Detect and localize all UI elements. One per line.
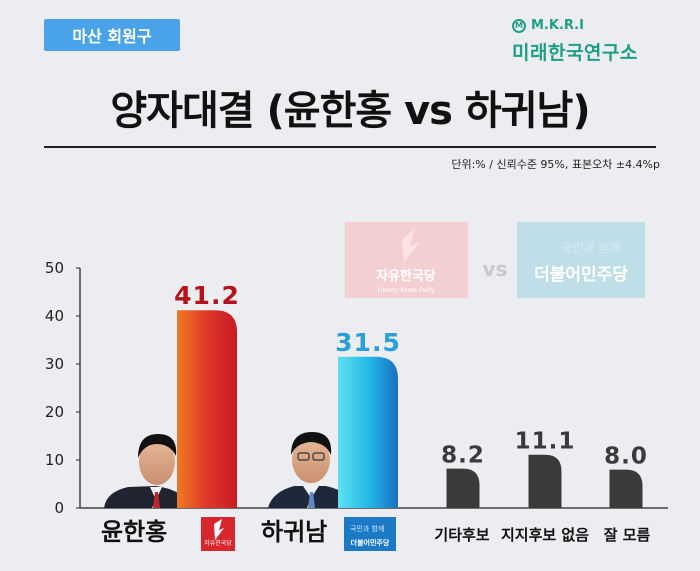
party1-badge-text: 자유한국당 bbox=[204, 539, 232, 547]
title-divider bbox=[44, 146, 656, 148]
party1-logo: 자유한국당 Liberty Korea Party bbox=[345, 222, 468, 298]
party2-logo-bg bbox=[517, 222, 645, 298]
party1-logo-bg bbox=[345, 222, 468, 298]
candidate1-tie bbox=[153, 492, 160, 508]
category-label-5: 잘 모름 bbox=[604, 526, 651, 544]
category-label-4: 지지후보 없음 bbox=[501, 526, 589, 544]
logo-abbr: M.K.R.I bbox=[531, 18, 584, 33]
y-tick-label: 20 bbox=[45, 403, 64, 421]
candidate1-face bbox=[139, 439, 175, 485]
page-title: 양자대결 (윤한홍 vs 하귀남) bbox=[110, 88, 590, 134]
y-tick-label: 30 bbox=[45, 355, 64, 373]
y-tick-label: 50 bbox=[45, 259, 64, 277]
torch-icon bbox=[402, 228, 420, 262]
category-label-2: 하귀남 bbox=[261, 518, 327, 546]
party2-logo-text: 더불어민주당 bbox=[534, 265, 628, 285]
bar-4 bbox=[528, 454, 562, 508]
candidate1-suit bbox=[104, 486, 192, 508]
party2-badge bbox=[344, 517, 396, 551]
candidate1-photo bbox=[104, 434, 192, 508]
candidate2-face bbox=[292, 437, 330, 483]
mkri-logo-icon: M bbox=[512, 18, 526, 33]
vs-label: vs bbox=[483, 257, 508, 281]
bar-2 bbox=[338, 356, 398, 508]
value-label-3: 8.2 bbox=[441, 443, 485, 469]
logo-name: 미래한국연구소 bbox=[512, 42, 638, 64]
candidate2-photo bbox=[268, 432, 356, 508]
value-label-2: 31.5 bbox=[335, 328, 401, 357]
region-badge: 마산 회원구 bbox=[44, 19, 180, 51]
candidate2-glasses-right bbox=[312, 452, 325, 461]
candidate1-hair bbox=[138, 434, 177, 458]
party2-badge-slogan: 국민과 함께 bbox=[350, 524, 384, 533]
bar-5 bbox=[609, 469, 643, 508]
bar-1 bbox=[177, 310, 237, 508]
candidate2-hair bbox=[291, 432, 332, 455]
bar-3 bbox=[446, 468, 480, 508]
candidate2-glasses-left bbox=[297, 452, 310, 461]
category-label-1: 윤한홍 bbox=[101, 518, 167, 546]
y-tick-label: 0 bbox=[54, 499, 64, 517]
party2-logo: 국민과 함께 더불어민주당 bbox=[517, 222, 645, 298]
party1-torch-icon bbox=[214, 519, 224, 540]
party1-logo-sub: Liberty Korea Party bbox=[377, 287, 435, 294]
category-label-3: 기타후보 bbox=[434, 526, 489, 544]
value-label-5: 8.0 bbox=[604, 444, 648, 470]
value-label-4: 11.1 bbox=[515, 429, 576, 455]
y-tick-label: 10 bbox=[45, 451, 64, 469]
party2-logo-slogan: 국민과 함께 bbox=[560, 241, 621, 255]
survey-note: 단위:% / 신뢰수준 95%, 표본오차 ±4.4%p bbox=[451, 158, 660, 171]
y-tick-label: 40 bbox=[45, 307, 64, 325]
party1-logo-text: 자유한국당 bbox=[376, 268, 436, 284]
party2-badge-text: 더불어민주당 bbox=[351, 538, 390, 547]
mkri-logo: M M.K.R.I 미래한국연구소 bbox=[512, 18, 672, 66]
value-label-1: 41.2 bbox=[174, 281, 240, 310]
candidate2-tie bbox=[308, 492, 315, 508]
